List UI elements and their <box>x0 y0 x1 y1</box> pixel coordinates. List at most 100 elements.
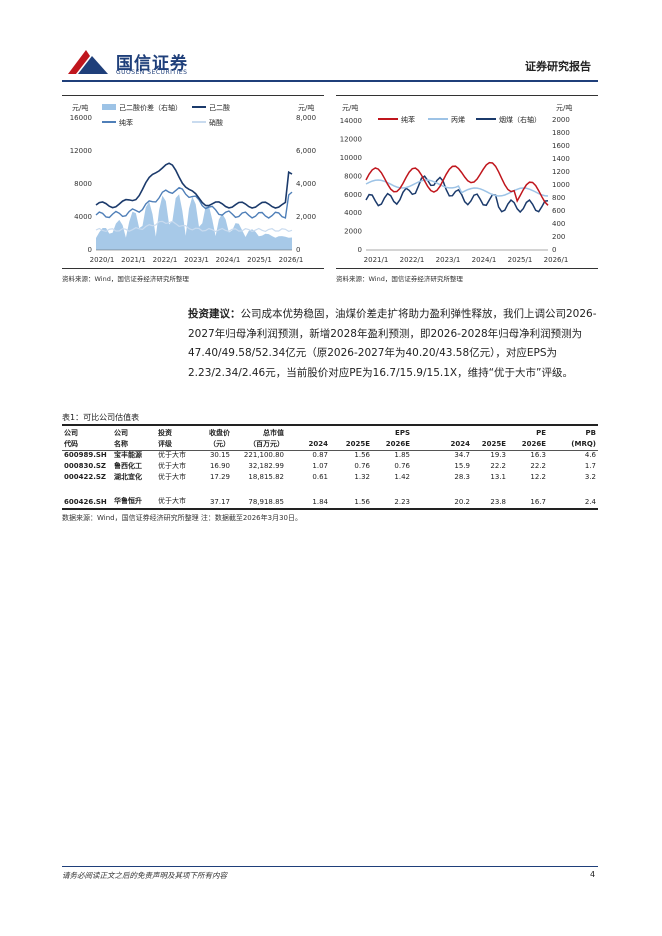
cell-eps-2026: 0.76 <box>394 461 410 470</box>
cell-mcap: 32,182.99 <box>248 461 284 470</box>
th-eps-2026: 2026E <box>385 439 410 448</box>
y-right-tick: 1000 <box>552 181 570 189</box>
th-eps: EPS <box>395 428 410 437</box>
y-right-tick: 400 <box>552 220 565 228</box>
th-name-2: 名称 <box>114 439 128 448</box>
logo-text: 国信证券 <box>116 54 188 74</box>
cell-eps-2025: 0.76 <box>354 461 370 470</box>
cell-eps-2025: 1.56 <box>354 498 370 506</box>
logo-subtext: GUOSEN SECURITIES <box>116 69 188 76</box>
table-row: 600426.SH 华鲁恒升 优于大市 37.17 78,918.85 1.84 1.56 2… <box>62 482 598 506</box>
logo-icon <box>68 50 108 74</box>
y-right-tick: 800 <box>552 194 565 202</box>
cell-eps-2024: 1.84 <box>312 498 328 506</box>
cell-eps-2024: 0.87 <box>312 450 328 459</box>
series-benzene-line <box>95 186 293 219</box>
cell-name: 湖北宜化 <box>114 472 142 481</box>
y-right-tick: 1200 <box>552 168 570 176</box>
cell-mcap: 221,100.80 <box>243 450 284 459</box>
cell-pb: 4.6 <box>584 450 596 459</box>
cell-eps-2024: 1.07 <box>312 461 328 470</box>
cell-pe-2024: 28.3 <box>454 472 470 481</box>
chart-adipic-spread: 元/吨 元/吨 0 4000 8000 12000 16000 0 2,000 4,000 6,… <box>70 103 316 264</box>
valuation-table: 公司 公司 投资 收盘价 总市值 EPS PE PB 代码 名称 评级 （元） … <box>62 427 598 507</box>
cell-pe-2024: 34.7 <box>454 450 470 459</box>
y-left-tick: 6000 <box>344 191 362 199</box>
cell-pe-2026: 16.7 <box>530 498 546 506</box>
chart2-bottom-rule <box>336 268 598 269</box>
table-note: 数据来源：Wind，国信证券经济研究所整理 注：数据截至2026年3月30日。 <box>62 514 302 522</box>
cell-rating: 优于大市 <box>158 497 186 505</box>
th-price: 收盘价 <box>209 428 230 437</box>
cell-eps-2024: 0.61 <box>312 472 328 481</box>
table-header-row-1: 公司 公司 投资 收盘价 总市值 EPS PE PB <box>62 427 598 438</box>
legend-propylene: 丙烯 <box>451 115 465 124</box>
cell-pe-2025: 23.8 <box>490 498 506 506</box>
chart2-legend: 纯苯 丙烯 烟煤（右轴） <box>378 115 541 124</box>
cell-code: 000422.SZ <box>64 472 106 481</box>
series-propylene-line <box>365 179 549 197</box>
legend-adipic-spread: 己二酸价差（右轴） <box>119 103 182 112</box>
series-coal-line <box>365 175 549 214</box>
series-adipic-spread-area <box>96 194 292 250</box>
cell-pe-2026: 16.3 <box>530 450 546 459</box>
series-nitric-acid-line <box>95 220 293 233</box>
y-right-tick: 600 <box>552 207 565 215</box>
y-left-tick: 12000 <box>340 136 362 144</box>
y-right-tick: 200 <box>552 233 565 241</box>
chart1-top-rule <box>62 95 324 96</box>
y-right-tick: 1800 <box>552 129 570 137</box>
chart1-legend: 己二酸价差（右轴） 己二酸 纯苯 硝酸 <box>102 103 230 127</box>
x-tick: 2026/1 <box>279 256 304 264</box>
chart2-unit-right: 元/吨 <box>556 103 572 112</box>
cell-eps-2025: 1.32 <box>354 472 370 481</box>
advice-label: 投资建议： <box>188 308 241 320</box>
table-header-rule <box>62 450 598 451</box>
table-row: 000830.SZ 鲁西化工 优于大市 16.90 32,182.99 1.07 0.76 0… <box>62 460 598 471</box>
table-header-row-2: 代码 名称 评级 （元） （百万元） 2024 2025E 2026E 2024… <box>62 438 598 449</box>
header-rule <box>62 80 598 82</box>
y-left-tick: 4000 <box>74 213 92 221</box>
legend-benzene: 纯苯 <box>401 115 415 124</box>
cell-eps-2026: 1.85 <box>394 450 410 459</box>
y-right-tick: 2,000 <box>296 213 316 221</box>
x-tick: 2022/1 <box>153 256 178 264</box>
th-name: 公司 <box>114 428 128 437</box>
x-tick: 2024/1 <box>216 256 241 264</box>
y-right-tick: 0 <box>552 246 556 254</box>
cell-price: 37.17 <box>209 498 230 506</box>
y-left-tick: 2000 <box>344 228 362 236</box>
th-mcap-2: （百万元） <box>249 439 284 448</box>
cell-pe-2026: 22.2 <box>530 461 546 470</box>
x-tick: 2024/1 <box>472 256 497 264</box>
series-adipic-acid-line <box>95 162 293 209</box>
chart1-unit-left: 元/吨 <box>72 103 88 112</box>
cell-pb: 2.4 <box>584 498 596 506</box>
cell-price: 16.90 <box>209 461 230 470</box>
cell-pe-2025: 19.3 <box>490 450 506 459</box>
y-left-tick: 0 <box>88 246 92 254</box>
y-left-tick: 16000 <box>70 114 92 122</box>
cell-eps-2025: 1.56 <box>354 450 370 459</box>
cell-price: 17.29 <box>209 472 230 481</box>
y-right-tick: 2000 <box>552 116 570 124</box>
footer-rule <box>62 866 598 867</box>
cell-pe-2024: 20.2 <box>454 498 470 506</box>
page-number: 4 <box>590 870 596 879</box>
cell-eps-2026: 1.42 <box>394 472 410 481</box>
th-pe: PE <box>536 428 546 437</box>
chart2-unit-left: 元/吨 <box>342 103 358 112</box>
cell-name: 华鲁恒升 <box>114 497 142 505</box>
chart-feedstock-prices: 元/吨 元/吨 02000400060008000100001200014000… <box>340 103 573 264</box>
cell-name: 宝丰能源 <box>114 450 142 459</box>
th-rating: 投资 <box>158 428 172 437</box>
y-left-tick: 10000 <box>340 154 362 162</box>
th-code-2: 代码 <box>64 439 78 448</box>
table-row: 600989.SH 宝丰能源 优于大市 30.15 221,100.80 0.87 1.56… <box>62 449 598 460</box>
y-right-tick: 6,000 <box>296 147 316 155</box>
y-right-tick: 1400 <box>552 155 570 163</box>
th-pe-2024: 2024 <box>450 439 470 448</box>
footer-disclaimer: 请务必阅读正文之后的免责声明及其项下所有内容 <box>62 871 227 880</box>
cell-mcap: 78,918.85 <box>248 498 284 506</box>
legend-coal: 烟煤（右轴） <box>499 115 541 124</box>
